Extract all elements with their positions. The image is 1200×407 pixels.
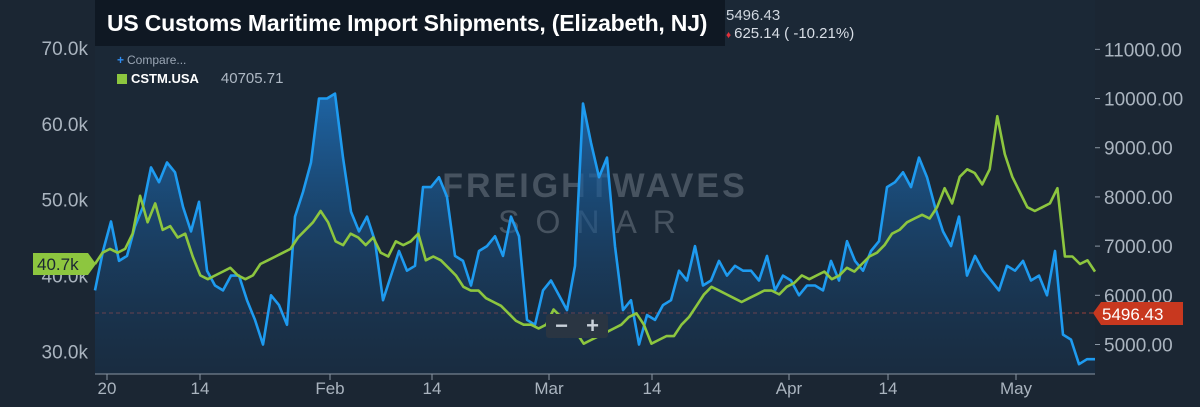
last-value: 5496.43 — [726, 7, 781, 24]
left-marker-label: 40.7k — [37, 255, 79, 274]
legend-series-value: 40705.71 — [220, 70, 284, 87]
x-tick-5: 14 — [643, 379, 662, 398]
zoom-in-button[interactable]: + — [586, 313, 599, 338]
right-marker-label: 5496.43 — [1102, 305, 1163, 324]
right-tick-3: 8000.00 — [1104, 188, 1173, 209]
x-tick-8: May — [1000, 379, 1033, 398]
x-tick-6: Apr — [776, 379, 803, 398]
right-tick-4: 9000.00 — [1104, 139, 1173, 160]
legend-series-name[interactable]: CSTM.USA — [131, 71, 199, 86]
x-tick-3: 14 — [423, 379, 442, 398]
change-value: 625.14 ( -10.21%) — [734, 25, 855, 42]
right-tick-6: 11000.00 — [1104, 40, 1182, 61]
left-tick-2: 50.0k — [42, 191, 89, 212]
right-tick-2: 7000.00 — [1104, 237, 1173, 258]
x-tick-7: 14 — [879, 379, 898, 398]
left-tick-3: 60.0k — [42, 115, 89, 136]
zoom-out-button[interactable]: − — [555, 313, 568, 338]
zoom-controls: − + — [546, 314, 608, 338]
series-green — [93, 114, 1097, 345]
left-axis-marker: 40.7k — [33, 253, 96, 275]
chart-title: US Customs Maritime Import Shipments, (E… — [107, 9, 708, 36]
left-tick-4: 70.0k — [42, 39, 89, 60]
compare-label: Compare... — [127, 53, 187, 67]
quote-box: 5496.43 ♦ 625.14 ( -10.21%) — [726, 7, 854, 45]
x-axis-ticks: 20 14 Feb 14 Mar 14 Apr 14 May — [98, 374, 1033, 398]
right-tick-5: 10000.00 — [1104, 90, 1183, 111]
x-tick-1: 14 — [191, 379, 210, 398]
series-line — [93, 92, 1095, 366]
series-line — [93, 114, 1097, 345]
title-bar: US Customs Maritime Import Shipments, (E… — [95, 0, 726, 46]
legend: CSTM.USA 40705.71 — [117, 70, 283, 87]
right-tick-0: 5000.00 — [1104, 335, 1173, 356]
series-blue — [93, 92, 1095, 374]
right-axis-ticks: 5000.006000.007000.008000.009000.0010000… — [1095, 40, 1183, 356]
compare-button[interactable]: + Compare... — [117, 53, 186, 67]
legend-swatch — [117, 73, 127, 84]
plus-icon: + — [117, 53, 125, 67]
right-axis-marker: 5496.43 — [1093, 302, 1183, 325]
left-tick-0: 30.0k — [42, 342, 89, 363]
x-tick-2: Feb — [315, 379, 344, 398]
x-tick-0: 20 — [98, 379, 117, 398]
series-area — [95, 93, 1095, 374]
x-tick-4: Mar — [534, 379, 564, 398]
down-arrow-icon: ♦ — [726, 30, 732, 41]
